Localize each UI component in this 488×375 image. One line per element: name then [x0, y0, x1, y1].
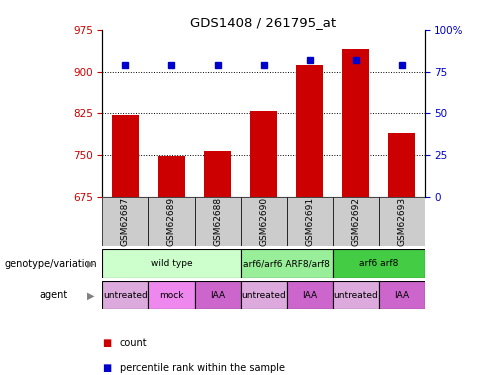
Title: GDS1408 / 261795_at: GDS1408 / 261795_at — [190, 16, 337, 29]
Text: untreated: untreated — [241, 291, 286, 300]
Text: GSM62690: GSM62690 — [259, 197, 268, 246]
Text: arf6 arf8: arf6 arf8 — [359, 259, 398, 268]
Text: IAA: IAA — [210, 291, 225, 300]
Text: mock: mock — [159, 291, 184, 300]
Bar — [148, 197, 195, 246]
Text: wild type: wild type — [151, 259, 192, 268]
Text: GSM62688: GSM62688 — [213, 197, 222, 246]
Text: GSM62692: GSM62692 — [351, 197, 360, 246]
Text: count: count — [120, 338, 147, 348]
Bar — [195, 281, 241, 309]
Bar — [332, 249, 425, 278]
Bar — [332, 197, 379, 246]
Text: GSM62689: GSM62689 — [167, 197, 176, 246]
Bar — [148, 281, 195, 309]
Bar — [388, 133, 415, 197]
Bar — [102, 197, 148, 246]
Text: arf6/arf6 ARF8/arf8: arf6/arf6 ARF8/arf8 — [243, 259, 330, 268]
Bar — [332, 281, 379, 309]
Text: ■: ■ — [102, 338, 112, 348]
Text: percentile rank within the sample: percentile rank within the sample — [120, 363, 285, 373]
Bar — [112, 115, 139, 197]
Bar — [250, 111, 277, 197]
Text: IAA: IAA — [394, 291, 409, 300]
Bar — [379, 197, 425, 246]
Bar — [195, 197, 241, 246]
Bar — [102, 281, 148, 309]
Text: untreated: untreated — [333, 291, 378, 300]
Text: GSM62693: GSM62693 — [397, 197, 406, 246]
Text: agent: agent — [39, 290, 67, 300]
Bar — [379, 281, 425, 309]
Bar — [342, 50, 369, 197]
Text: IAA: IAA — [302, 291, 317, 300]
Bar — [203, 152, 231, 197]
Bar — [158, 156, 185, 197]
Bar — [296, 65, 324, 197]
Text: GSM62691: GSM62691 — [305, 197, 314, 246]
Bar — [286, 281, 332, 309]
Bar — [286, 197, 332, 246]
Text: genotype/variation: genotype/variation — [5, 258, 98, 268]
Text: ▶: ▶ — [86, 258, 94, 268]
Text: GSM62687: GSM62687 — [121, 197, 130, 246]
Bar — [241, 281, 286, 309]
Bar — [241, 197, 286, 246]
Text: untreated: untreated — [103, 291, 148, 300]
Bar — [102, 249, 241, 278]
Bar — [241, 249, 332, 278]
Text: ■: ■ — [102, 363, 112, 373]
Text: ▶: ▶ — [86, 290, 94, 300]
